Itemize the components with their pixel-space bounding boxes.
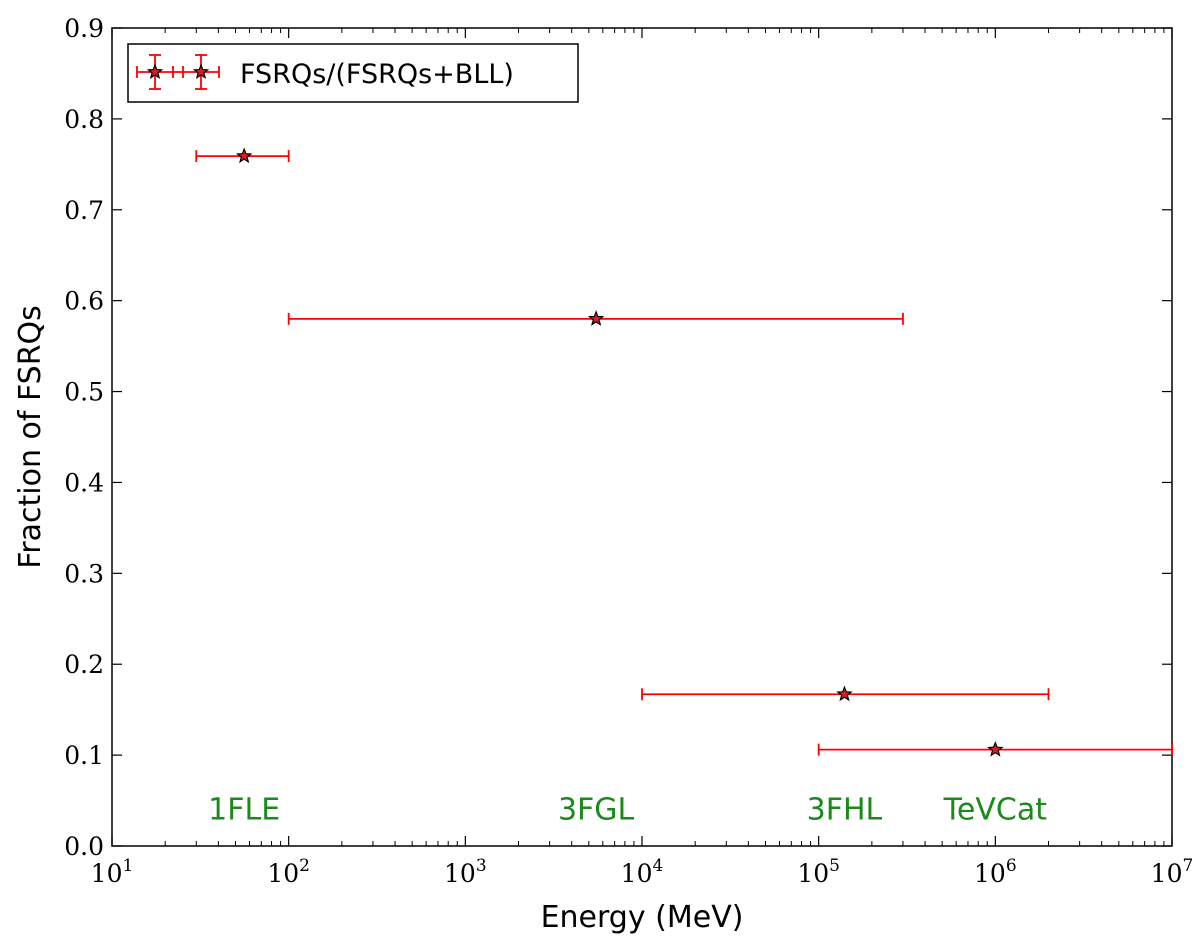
legend-marker <box>136 54 220 90</box>
x-tick-label: 105 <box>797 856 840 888</box>
x-axis-label: Energy (MeV) <box>541 900 744 935</box>
plot-area <box>111 27 1173 847</box>
axis-ticks: 0.0 0.1 0.2 0.3 0.4 0.5 0.6 0.7 0.8 0.9 101 102 103 1… <box>64 14 1193 888</box>
y-tick-label: 0.1 <box>64 741 104 770</box>
data-point <box>836 685 853 702</box>
y-tick-label: 0.7 <box>64 196 104 225</box>
catalog-label: 1FLE <box>208 793 280 828</box>
x-tick-label: 106 <box>974 856 1017 888</box>
x-tick-label: 101 <box>91 856 134 888</box>
catalog-label: 3FGL <box>558 793 635 828</box>
y-axis-label: Fraction of FSRQs <box>13 305 48 569</box>
y-tick-label: 0.5 <box>64 378 104 407</box>
data-marks <box>195 147 1173 757</box>
legend-entry-label: FSRQs/(FSRQs+BLL) <box>240 59 514 90</box>
legend-star-marker <box>192 63 210 80</box>
x-tick-label: 102 <box>267 856 310 888</box>
y-tick-label: 0.4 <box>64 468 104 497</box>
y-tick-label: 0.8 <box>64 105 104 134</box>
y-tick-label: 0.3 <box>64 559 104 588</box>
catalog-label: 3FHL <box>807 793 883 828</box>
y-tick-label: 0.2 <box>64 650 104 679</box>
data-point <box>987 740 1004 757</box>
y-tick-label: 0.6 <box>64 287 104 316</box>
data-point <box>235 147 253 164</box>
x-tick-label: 103 <box>444 856 487 888</box>
legend-star-marker <box>146 63 164 80</box>
catalog-label: TeVCat <box>943 793 1048 828</box>
data-point <box>587 310 605 326</box>
x-tick-label: 107 <box>1151 856 1194 888</box>
catalog-labels: 1FLE 3FGL 3FHL TeVCat <box>208 793 1047 828</box>
y-tick-label: 0.0 <box>64 832 104 861</box>
legend: FSRQs/(FSRQs+BLL) <box>127 43 579 103</box>
y-tick-label: 0.9 <box>64 14 104 43</box>
x-tick-label: 104 <box>621 856 664 888</box>
